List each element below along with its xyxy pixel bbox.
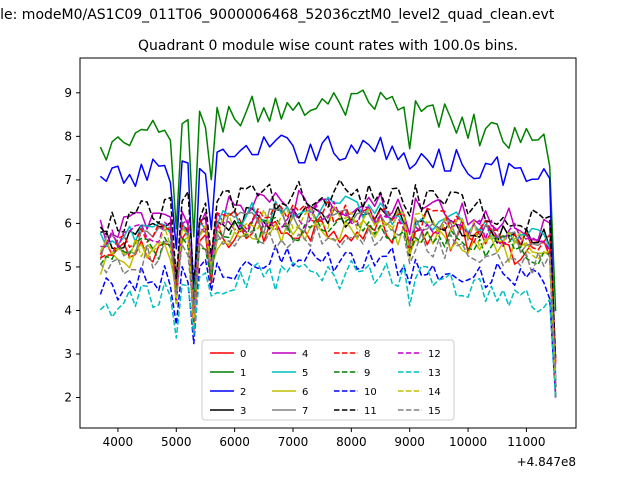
legend-label-13: 13 xyxy=(428,368,441,379)
x-axis: 4000 5000 6000 7000 8000 9000 10000 11000 xyxy=(103,428,545,449)
series-line-12 xyxy=(100,200,557,398)
x-tick-label: 10000 xyxy=(449,435,487,449)
legend-label-5: 5 xyxy=(302,368,308,379)
legend-label-8: 8 xyxy=(364,349,370,360)
legend-label-7: 7 xyxy=(302,406,308,417)
series-line-13 xyxy=(99,259,557,398)
y-tick-label: 3 xyxy=(64,347,72,361)
x-tick-label: 6000 xyxy=(219,435,250,449)
x-offset-label: +4.847e8 xyxy=(517,455,576,469)
x-tick-label: 11000 xyxy=(507,435,545,449)
y-tick-label: 8 xyxy=(64,129,72,143)
x-tick-label: 5000 xyxy=(161,435,192,449)
y-tick-label: 6 xyxy=(64,216,72,230)
legend-label-3: 3 xyxy=(240,406,246,417)
legend-label-12: 12 xyxy=(428,349,441,360)
y-tick-label: 7 xyxy=(64,173,72,187)
legend-label-14: 14 xyxy=(428,387,441,398)
legend-label-9: 9 xyxy=(364,368,370,379)
series-line-14 xyxy=(99,205,557,382)
legend-label-11: 11 xyxy=(364,406,377,417)
y-tick-label: 2 xyxy=(64,391,72,405)
chart-suptitle: n file: modeM0/AS1C09_011T06_9000006468_… xyxy=(0,7,555,23)
y-tick-label: 4 xyxy=(64,303,72,317)
y-tick-label: 9 xyxy=(64,86,72,100)
series-line-11 xyxy=(99,179,557,359)
legend-label-2: 2 xyxy=(240,387,246,398)
series-layer xyxy=(99,89,557,398)
axes-frame xyxy=(79,57,577,429)
legend-label-15: 15 xyxy=(428,406,441,417)
x-tick-label: 9000 xyxy=(394,435,425,449)
series-line-2 xyxy=(99,134,557,381)
legend-label-6: 6 xyxy=(302,387,308,398)
legend-label-4: 4 xyxy=(302,349,308,360)
x-tick-label: 4000 xyxy=(103,435,134,449)
legend-box xyxy=(201,339,455,421)
y-tick-label: 5 xyxy=(64,260,72,274)
x-tick-label: 8000 xyxy=(336,435,367,449)
legend-label-1: 1 xyxy=(240,368,246,379)
legend-label-10: 10 xyxy=(364,387,377,398)
plot-area: 4000 5000 6000 7000 8000 9000 10000 11000 2 3 4 5 6… xyxy=(64,57,577,469)
legend-label-0: 0 xyxy=(240,349,246,360)
chart-title: Quadrant 0 module wise count rates with … xyxy=(138,38,518,54)
y-axis: 2 3 4 5 6 7 8 9 xyxy=(64,86,80,405)
series-line-10 xyxy=(99,244,557,398)
series-line-15 xyxy=(99,225,557,371)
x-tick-label: 7000 xyxy=(278,435,309,449)
series-line-1 xyxy=(99,89,557,312)
